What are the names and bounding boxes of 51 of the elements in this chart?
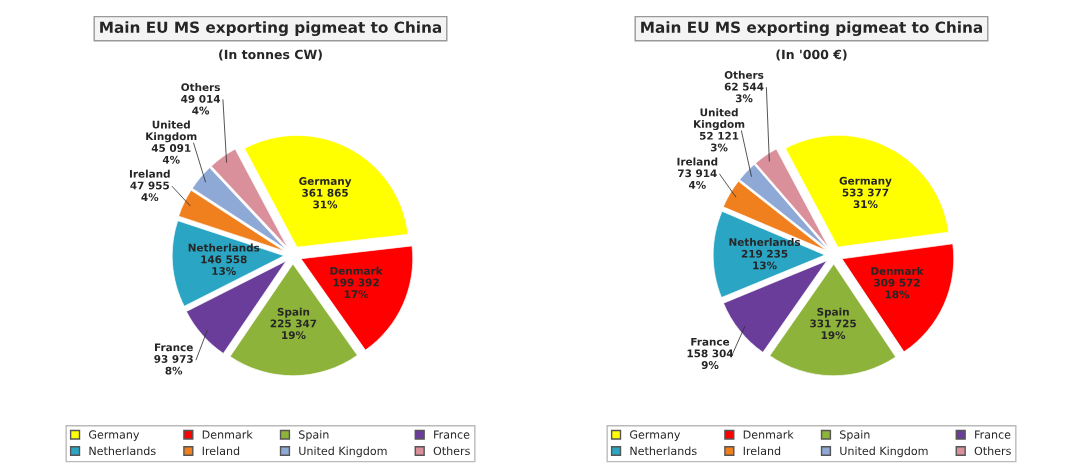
chart-subtitle: (In tonnes CW)	[219, 49, 322, 61]
legend-label: Ireland	[743, 446, 781, 456]
data-label: 49 014 4%	[181, 94, 221, 115]
slice-label: Ireland	[129, 169, 170, 178]
slice-label: Germany	[299, 177, 352, 188]
slice-label: Ireland	[677, 157, 718, 166]
data-label: 309 572 18%	[874, 278, 920, 299]
legend-label: Denmark	[202, 430, 253, 439]
data-label: 533 377 31%	[842, 188, 889, 209]
slice-label: Others	[181, 83, 220, 92]
data-label: 73 914 4%	[678, 169, 717, 189]
legend-label: Germany	[89, 430, 140, 441]
data-label: 331 725 19%	[810, 319, 856, 340]
legend-label: Netherlands	[630, 446, 697, 456]
legend-label: Germany	[630, 430, 681, 441]
data-label: 146 558 13%	[201, 255, 247, 275]
chart-title: Main EU MS exporting pigmeat to China	[100, 21, 442, 37]
slice-label: Others	[724, 70, 764, 79]
legend-label: Ireland	[202, 446, 240, 456]
chart-title: Main EU MS exporting pigmeat to China	[641, 21, 983, 37]
legend-label: United Kingdom	[840, 446, 928, 458]
data-label: 158 304 9%	[687, 349, 734, 369]
legend-label: Denmark	[743, 430, 794, 439]
data-label: 52 121 3%	[699, 131, 739, 152]
data-label: 361 865 31%	[302, 188, 348, 209]
legend-label: Netherlands	[89, 446, 156, 456]
data-label: 225 347 19%	[270, 319, 317, 340]
slice-label: United Kingdom	[694, 108, 745, 131]
slice-label: Denmark	[871, 266, 924, 275]
legend-label: Others	[974, 446, 1011, 456]
legend-label: France	[434, 430, 470, 439]
data-label: 62 544 3%	[724, 82, 764, 103]
slice-label: France	[691, 337, 730, 346]
data-label: 47 955 4%	[130, 181, 169, 202]
slice-label: Germany	[839, 176, 892, 187]
data-label: 199 392 17%	[333, 278, 379, 299]
data-label: 45 091 4%	[151, 144, 191, 164]
slice-label: Spain	[277, 307, 310, 318]
data-label: 219 235 13%	[741, 249, 788, 270]
chart-subtitle: (In '000 €)	[776, 49, 847, 61]
slice-label: Spain	[817, 307, 849, 318]
slice-label: United Kingdom	[146, 120, 197, 143]
slice-label: Denmark	[330, 266, 383, 275]
legend-label: Spain	[299, 430, 329, 441]
legend-label: Spain	[840, 430, 870, 441]
slice-label: Netherlands	[188, 243, 260, 252]
data-label: 93 973 8%	[154, 355, 193, 375]
legend-label: France	[975, 430, 1011, 439]
legend-label: Others	[433, 446, 470, 456]
legend-label: United Kingdom	[299, 446, 387, 458]
slice-label: France	[155, 343, 193, 352]
